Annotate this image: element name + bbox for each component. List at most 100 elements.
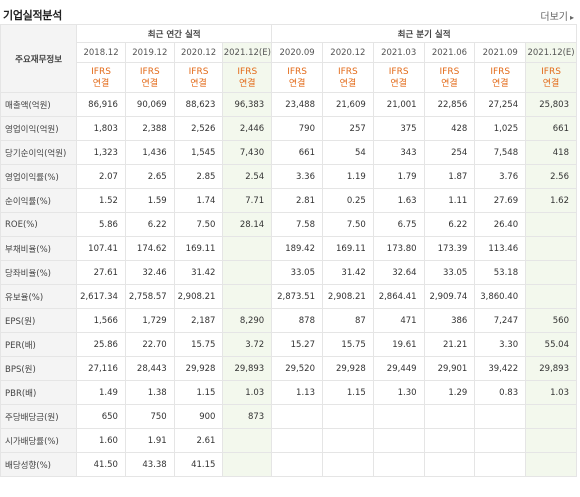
row-label: 영업이익(억원)	[0, 116, 78, 141]
value-cell	[474, 428, 527, 453]
value-cell: 7,247	[474, 308, 527, 333]
financial-summary-table: 주요재무정보 최근 연간 실적 최근 분기 실적 2018.12 2019.12 2…	[0, 24, 577, 477]
value-cell	[423, 404, 476, 429]
value-cell: 257	[321, 116, 374, 141]
value-cell: 1.15	[173, 380, 224, 405]
value-cell: 41.50	[76, 452, 126, 477]
value-cell: 661	[271, 140, 323, 165]
value-cell: 750	[124, 404, 175, 429]
value-cell: 1.13	[271, 380, 323, 405]
standard-label: IFRS	[287, 66, 307, 77]
period-header: 2021.12(E)	[525, 42, 577, 63]
value-cell: 1.38	[124, 380, 175, 405]
value-cell: 21.21	[423, 332, 476, 357]
consolidation-label: 연결	[441, 78, 458, 89]
value-cell	[423, 452, 476, 477]
value-cell: 21,001	[372, 92, 425, 117]
value-cell: 33.05	[423, 260, 476, 285]
value-cell: 28.14	[222, 212, 273, 237]
table-row: 시가배당률(%) 1.60 1.91 2.61	[0, 428, 577, 453]
row-label: PBR(배)	[0, 380, 78, 405]
value-cell: 86,916	[76, 92, 126, 117]
value-cell: 1.15	[321, 380, 374, 405]
value-cell	[423, 428, 476, 453]
table-row: 매출액(억원) 86,916 90,069 88,623 96,383 23,488 21,…	[0, 92, 577, 117]
value-cell: 1.59	[124, 188, 175, 213]
value-cell: 7,430	[222, 140, 273, 165]
table-row: 유보율(%) 2,617.34 2,758.57 2,908.21 2,873.51 2,…	[0, 284, 577, 309]
value-cell	[474, 452, 527, 477]
accounting-standard-header: IFRS 연결	[271, 62, 323, 93]
value-cell: 25,803	[525, 92, 577, 117]
value-cell: 2.61	[173, 428, 224, 453]
value-cell: 2,909.74	[423, 284, 476, 309]
row-label: 부채비율(%)	[0, 236, 78, 261]
period-header: 2021.03	[372, 42, 425, 63]
value-cell	[372, 452, 425, 477]
value-cell: 790	[271, 116, 323, 141]
value-cell: 8,290	[222, 308, 273, 333]
accounting-standard-header: IFRS 연결	[423, 62, 476, 93]
value-cell: 29,928	[173, 356, 224, 381]
consolidation-label: 연결	[491, 78, 509, 89]
value-cell: 27,254	[474, 92, 527, 117]
period-header: 2021.12(E)	[222, 42, 273, 63]
value-cell: 2,446	[222, 116, 273, 141]
accounting-standard-header: IFRS 연결	[76, 62, 126, 93]
value-cell: 2.54	[222, 164, 273, 189]
row-label: 유보율(%)	[0, 284, 78, 309]
value-cell: 54	[321, 140, 374, 165]
accounting-standard-header: IFRS 연결	[222, 62, 273, 93]
value-cell: 471	[372, 308, 425, 333]
value-cell: 6.75	[372, 212, 425, 237]
value-cell: 2,526	[173, 116, 224, 141]
value-cell: 15.75	[173, 332, 224, 357]
row-label: 주당배당금(원)	[0, 404, 78, 429]
value-cell: 1.79	[372, 164, 425, 189]
value-cell: 29,893	[222, 356, 273, 381]
value-cell: 1.91	[124, 428, 175, 453]
value-cell: 28,443	[124, 356, 175, 381]
value-cell: 2,388	[124, 116, 175, 141]
item-column-header: 주요재무정보	[0, 24, 78, 93]
period-header: 2021.06	[423, 42, 476, 63]
value-cell	[525, 452, 577, 477]
standard-label: IFRS	[490, 66, 511, 77]
value-cell: 3.76	[474, 164, 527, 189]
table-row: BPS(원) 27,116 28,443 29,928 29,893 29,520 29,9…	[0, 356, 577, 381]
value-cell: 23,488	[271, 92, 323, 117]
value-cell: 1.52	[76, 188, 126, 213]
period-header: 2020.12	[321, 42, 374, 63]
period-header: 2018.12	[76, 42, 126, 63]
value-cell	[525, 284, 577, 309]
consolidation-label: 연결	[92, 78, 110, 89]
value-cell	[525, 212, 577, 237]
value-cell	[271, 452, 323, 477]
accounting-standard-header: IFRS 연결	[321, 62, 374, 93]
row-label: 순이익률(%)	[0, 188, 78, 213]
value-cell: 428	[423, 116, 476, 141]
value-cell	[271, 404, 323, 429]
value-cell: 375	[372, 116, 425, 141]
value-cell: 90,069	[124, 92, 175, 117]
value-cell: 7.50	[173, 212, 224, 237]
value-cell	[372, 428, 425, 453]
accounting-standard-header: IFRS 연결	[124, 62, 175, 93]
value-cell: 27,116	[76, 356, 126, 381]
value-cell: 22.70	[124, 332, 175, 357]
value-cell: 15.75	[321, 332, 374, 357]
row-label: BPS(원)	[0, 356, 78, 381]
value-cell: 189.42	[271, 236, 323, 261]
table-row: PER(배) 25.86 22.70 15.75 3.72 15.27 15.75 19.61…	[0, 332, 577, 357]
value-cell: 2,908.21	[321, 284, 374, 309]
value-cell: 6.22	[423, 212, 476, 237]
value-cell	[525, 260, 577, 285]
value-cell: 2,187	[173, 308, 224, 333]
value-cell: 3.36	[271, 164, 323, 189]
value-cell	[474, 404, 527, 429]
standard-label: IFRS	[541, 66, 561, 77]
table-row: 부채비율(%) 107.41 174.62 169.11 189.42 169.11 173…	[0, 236, 577, 261]
table-row: 당좌비율(%) 27.61 32.46 31.42 33.05 31.42 32.64 33.…	[0, 260, 577, 285]
more-link[interactable]: 더보기 ▸	[540, 8, 574, 23]
value-cell	[222, 236, 273, 261]
